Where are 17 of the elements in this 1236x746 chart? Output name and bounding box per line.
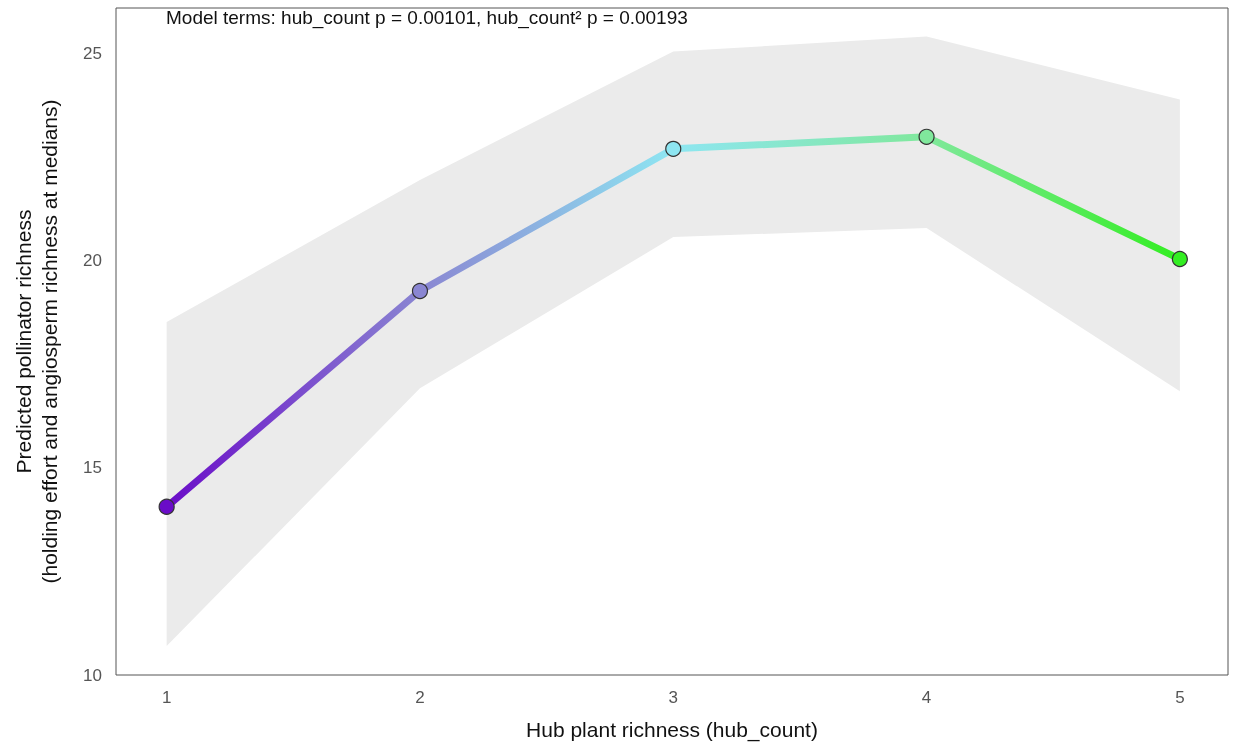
y-tick-label: 25 xyxy=(83,44,102,64)
point xyxy=(665,140,682,157)
x-tick-label: 5 xyxy=(1175,688,1185,707)
point xyxy=(158,498,175,515)
x-axis-title: Hub plant richness (hub_count) xyxy=(526,718,818,742)
annotation: Model terms: hub_count p = 0.00101, hub_count² p = 0.00193 xyxy=(166,7,688,29)
y-tick-label: 20 xyxy=(83,251,102,271)
x-tick-label: 4 xyxy=(921,688,932,707)
x-tick-label: 2 xyxy=(415,688,425,707)
x-tick-label: 1 xyxy=(161,688,172,707)
y-tick-label: 15 xyxy=(83,458,102,478)
x-tick-label: 3 xyxy=(668,688,678,707)
y-tick-label: 10 xyxy=(83,665,102,685)
point xyxy=(918,128,935,145)
y-axis-title: Predicted pollinator richness (holding effort and angiosperm richness at medians) xyxy=(11,99,61,584)
point xyxy=(411,282,429,300)
point xyxy=(1171,250,1188,268)
